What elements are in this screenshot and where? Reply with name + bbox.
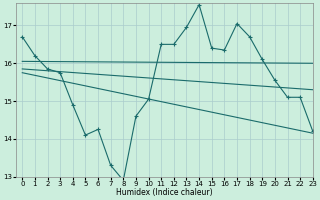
X-axis label: Humidex (Indice chaleur): Humidex (Indice chaleur) (116, 188, 213, 197)
